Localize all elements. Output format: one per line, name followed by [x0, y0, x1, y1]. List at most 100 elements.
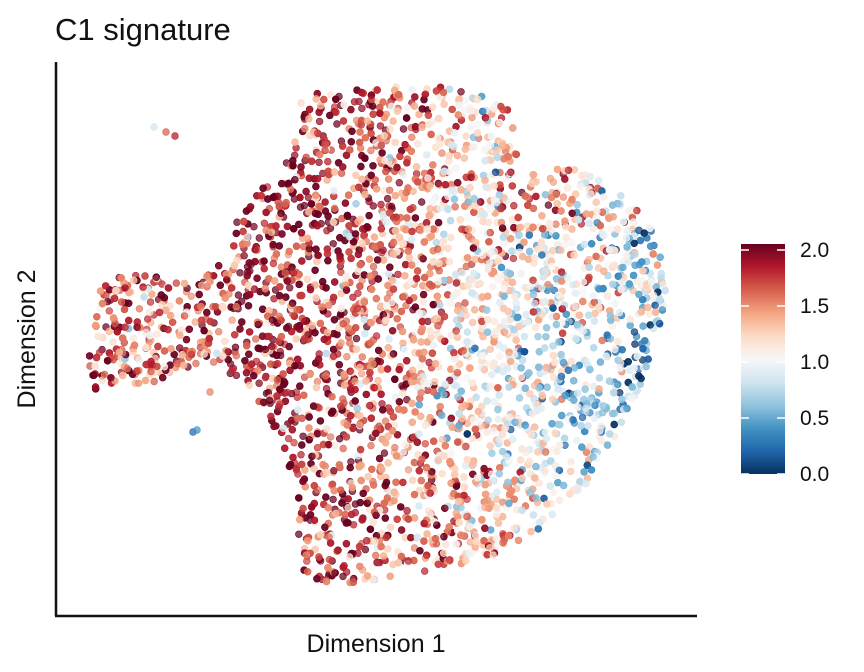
- data-point: [397, 307, 406, 316]
- data-point: [610, 389, 618, 397]
- data-point: [233, 218, 241, 226]
- data-point: [146, 308, 154, 316]
- data-point: [191, 318, 199, 326]
- data-point: [534, 332, 542, 341]
- data-point: [441, 504, 449, 512]
- data-point: [453, 369, 462, 377]
- data-point: [312, 95, 320, 103]
- data-point: [339, 117, 348, 125]
- data-point: [508, 435, 517, 443]
- data-point: [241, 357, 249, 365]
- data-point: [416, 226, 425, 235]
- data-point: [419, 255, 427, 263]
- data-point: [564, 274, 572, 282]
- data-point: [348, 127, 356, 136]
- data-point: [410, 102, 419, 110]
- data-point: [356, 363, 364, 372]
- data-point: [498, 430, 507, 438]
- data-point: [345, 553, 354, 561]
- data-point: [386, 125, 394, 133]
- data-point: [512, 336, 520, 344]
- data-point: [365, 211, 373, 220]
- data-point: [277, 209, 285, 218]
- data-point: [633, 387, 641, 395]
- data-point: [372, 551, 380, 560]
- data-point: [464, 281, 472, 289]
- data-point: [463, 455, 471, 464]
- data-point: [292, 242, 301, 250]
- data-point: [462, 442, 470, 451]
- data-point: [466, 184, 474, 192]
- data-point: [557, 207, 565, 215]
- data-point: [552, 320, 561, 329]
- data-point: [395, 365, 403, 374]
- data-point: [448, 105, 456, 114]
- data-point: [397, 503, 405, 511]
- data-point: [579, 297, 587, 306]
- data-point: [387, 202, 396, 211]
- data-point: [339, 320, 347, 328]
- data-point: [377, 141, 385, 150]
- data-point: [415, 430, 423, 438]
- data-point: [384, 545, 392, 553]
- data-point: [490, 317, 498, 326]
- data-point: [283, 222, 292, 231]
- data-point: [481, 145, 489, 154]
- data-point: [484, 316, 492, 324]
- data-point: [633, 206, 641, 215]
- data-point: [381, 439, 390, 447]
- data-point: [505, 499, 513, 508]
- data-point: [493, 510, 501, 518]
- data-point: [295, 530, 303, 538]
- data-point: [453, 288, 461, 297]
- data-point: [231, 343, 240, 351]
- data-point: [319, 277, 327, 286]
- data-point: [305, 105, 314, 114]
- data-point: [399, 448, 407, 456]
- chart-title: C1 signature: [55, 12, 231, 47]
- data-point: [289, 453, 297, 462]
- data-point: [293, 306, 301, 314]
- data-point: [153, 330, 161, 338]
- data-point: [284, 434, 293, 443]
- data-point: [310, 465, 318, 473]
- data-point: [337, 304, 345, 313]
- data-point: [403, 282, 411, 290]
- data-point: [510, 524, 518, 532]
- data-point: [314, 355, 323, 363]
- data-point: [454, 179, 462, 187]
- data-point: [418, 123, 426, 132]
- data-point: [240, 252, 248, 260]
- data-point: [472, 393, 480, 401]
- data-point: [592, 198, 600, 207]
- data-point: [636, 236, 645, 245]
- data-point: [243, 239, 251, 248]
- data-point: [474, 407, 483, 416]
- data-point: [529, 171, 538, 179]
- data-point: [261, 373, 270, 382]
- data-point: [310, 482, 318, 490]
- data-point: [538, 392, 547, 400]
- data-point: [135, 305, 144, 313]
- data-point: [322, 372, 330, 380]
- data-point: [375, 454, 384, 463]
- data-point: [421, 421, 429, 429]
- data-point: [516, 456, 525, 464]
- data-point: [595, 176, 603, 185]
- data-point: [553, 447, 561, 456]
- data-point: [283, 277, 292, 285]
- data-point: [352, 171, 360, 180]
- data-point: [557, 246, 565, 255]
- data-point: [432, 87, 441, 95]
- data-point: [532, 462, 540, 471]
- data-point: [531, 323, 540, 332]
- data-point: [407, 533, 415, 542]
- data-point: [655, 320, 664, 328]
- data-point: [529, 276, 537, 284]
- data-point: [440, 391, 448, 399]
- data-point: [298, 441, 306, 449]
- data-point: [499, 538, 507, 547]
- data-point: [642, 284, 651, 292]
- data-point: [595, 385, 603, 393]
- data-point: [611, 300, 619, 308]
